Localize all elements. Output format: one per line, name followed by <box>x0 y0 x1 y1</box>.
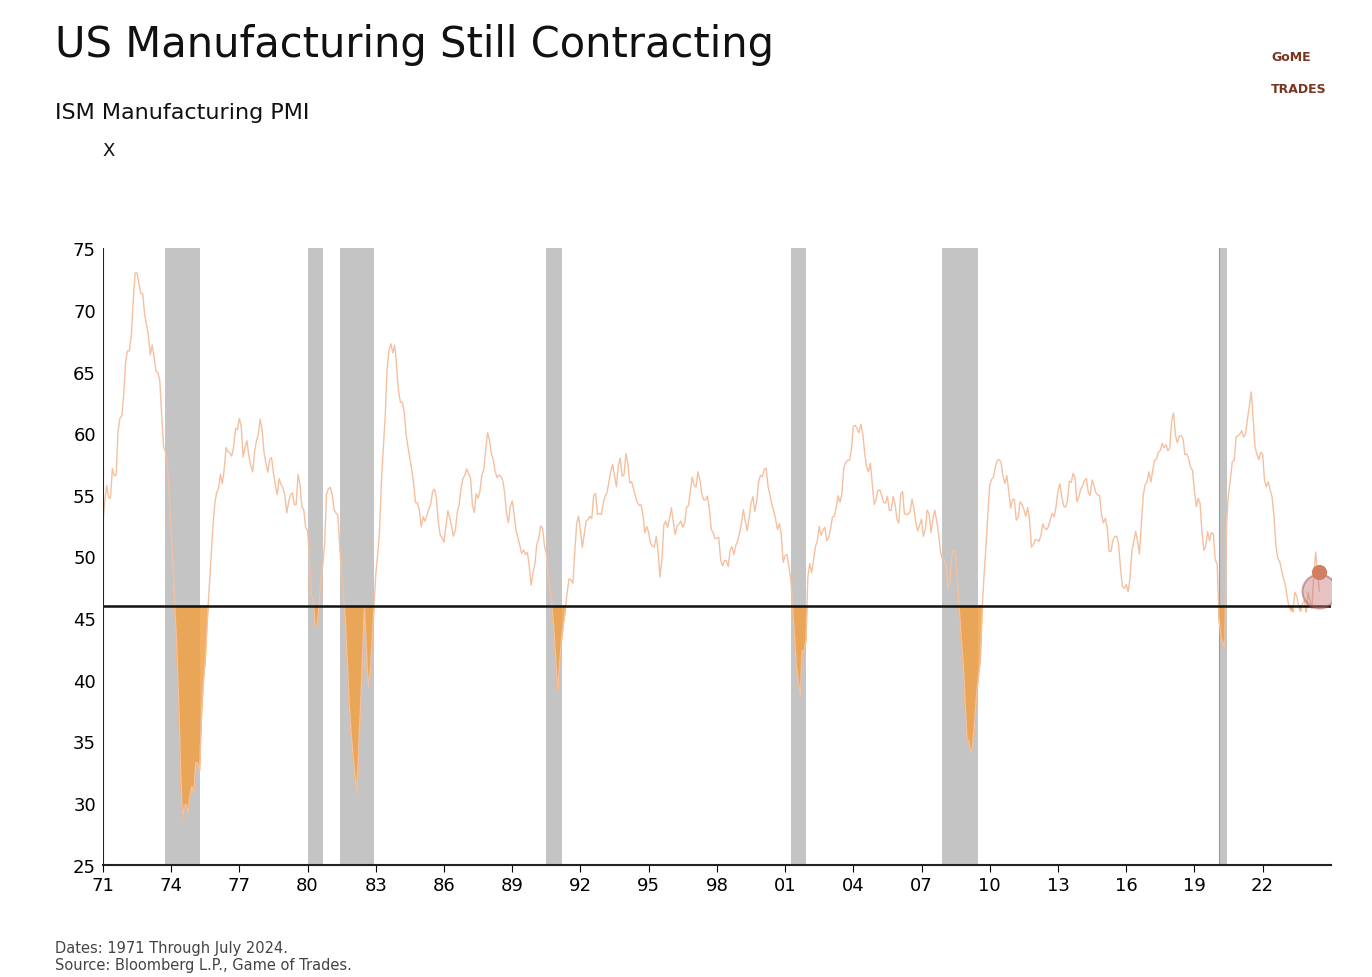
Text: TRADES: TRADES <box>1272 83 1327 96</box>
Bar <box>340 249 375 865</box>
Text: Gᴀᴍᴇⱏᴏғ: Gᴀᴍᴇⱏᴏғ <box>1228 24 1235 25</box>
Text: GᴏME: GᴏME <box>1272 51 1310 64</box>
Bar <box>546 249 561 865</box>
Point <box>1309 565 1331 580</box>
Text: US Manufacturing Still Contracting: US Manufacturing Still Contracting <box>55 24 774 66</box>
Bar <box>307 249 322 865</box>
Text: X: X <box>103 142 115 159</box>
Bar <box>166 249 199 865</box>
Text: ISM Manufacturing PMI: ISM Manufacturing PMI <box>55 103 309 122</box>
Bar <box>943 249 978 865</box>
Text: Dates: 1971 Through July 2024.
Source: Bloomberg L.P., Game of Trades.: Dates: 1971 Through July 2024. Source: B… <box>55 940 351 972</box>
Point <box>1309 583 1331 599</box>
Bar <box>1218 249 1227 865</box>
Bar <box>790 249 805 865</box>
